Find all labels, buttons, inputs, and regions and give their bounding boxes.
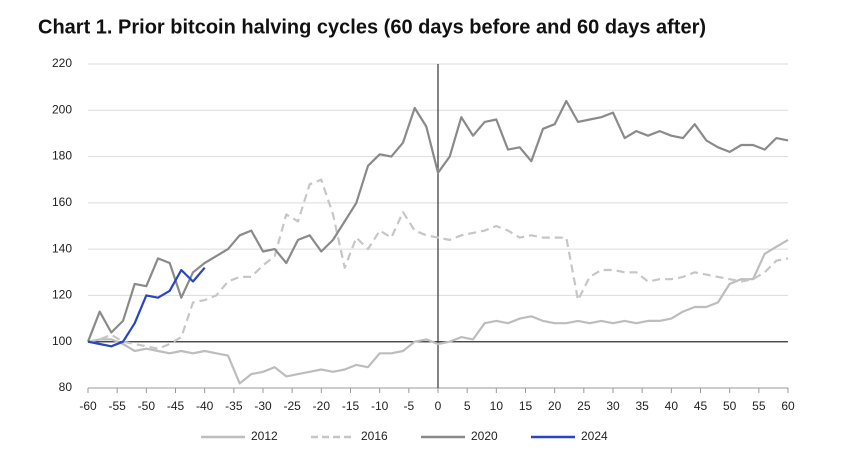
- x-tick-label: -15: [342, 399, 360, 413]
- x-tick-label: -35: [225, 399, 243, 413]
- series-line: [87, 266, 206, 348]
- x-tick-label: 50: [723, 399, 737, 413]
- x-tick-label: 60: [781, 399, 795, 413]
- legend-label: 2024: [581, 429, 608, 443]
- x-tick-label: -10: [371, 399, 389, 413]
- x-tick-label: -30: [254, 399, 272, 413]
- y-tick-label: 140: [52, 241, 72, 255]
- x-tick-label: -40: [196, 399, 214, 413]
- x-tick-label: -50: [138, 399, 156, 413]
- x-tick-label: 10: [490, 399, 504, 413]
- y-tick-label: 80: [59, 380, 73, 394]
- x-tick-label: 40: [665, 399, 679, 413]
- x-tick-label: 25: [577, 399, 591, 413]
- series-line: [86, 99, 789, 343]
- x-tick-label: -45: [167, 399, 185, 413]
- y-tick-label: 100: [52, 334, 72, 348]
- x-tick-label: 30: [606, 399, 620, 413]
- y-tick-label: 160: [52, 195, 72, 209]
- y-tick-label: 220: [52, 56, 72, 70]
- x-tick-label: 0: [435, 399, 442, 413]
- x-tick-label: -60: [79, 399, 97, 413]
- y-tick-label: 180: [52, 149, 72, 163]
- legend-label: 2016: [361, 429, 388, 443]
- x-tick-label: 45: [694, 399, 708, 413]
- x-tick-label: -20: [313, 399, 331, 413]
- series-line: [87, 238, 789, 385]
- x-tick-label: 55: [752, 399, 766, 413]
- x-tick-label: -25: [283, 399, 301, 413]
- legend-label: 2012: [251, 429, 278, 443]
- x-tick-label: 35: [635, 399, 649, 413]
- x-tick-label: -55: [108, 399, 126, 413]
- x-tick-label: -5: [403, 399, 414, 413]
- y-tick-label: 120: [52, 288, 72, 302]
- x-tick-label: 20: [548, 399, 562, 413]
- legend-label: 2020: [471, 429, 498, 443]
- x-tick-label: 5: [464, 399, 471, 413]
- x-tick-label: 15: [519, 399, 533, 413]
- y-tick-label: 200: [52, 102, 72, 116]
- series-line: [87, 178, 789, 350]
- chart-title: Chart 1. Prior bitcoin halving cycles (6…: [38, 16, 706, 38]
